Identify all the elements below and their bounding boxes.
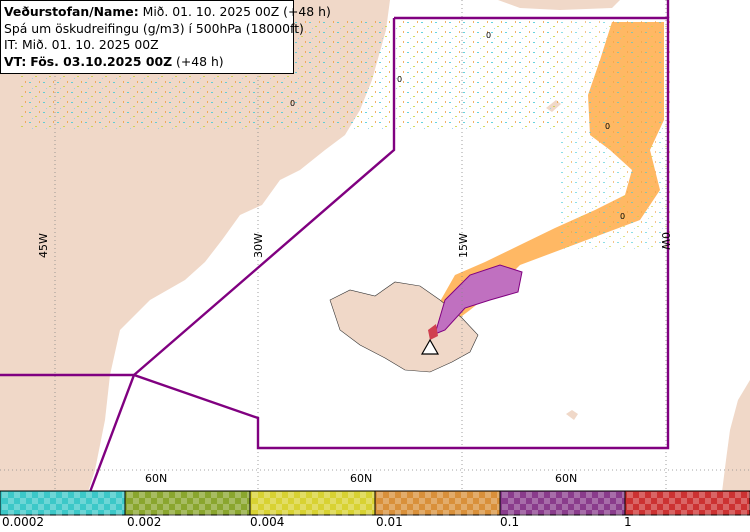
legend-swatch bbox=[0, 490, 128, 516]
name-value: Mið. 01. 10. 2025 00Z (+48 h) bbox=[142, 4, 331, 19]
ash-speckle-plume bbox=[560, 20, 670, 250]
iceland-landmass bbox=[329, 281, 479, 373]
info-panel: Veðurstofan/Name: Mið. 01. 10. 2025 00Z … bbox=[0, 0, 331, 74]
contour-label: 0 bbox=[486, 31, 491, 40]
legend-threshold-label: 0.002 bbox=[127, 515, 162, 529]
lat-label-60n-1: 60N bbox=[145, 472, 167, 485]
norway-coast bbox=[722, 380, 750, 492]
lon-label-45w: 45W bbox=[37, 233, 50, 258]
contour-label: 0 bbox=[620, 212, 625, 221]
legend-swatch bbox=[374, 490, 503, 516]
ash-plume-high bbox=[428, 324, 438, 340]
legend-swatch bbox=[249, 490, 378, 516]
contour-label: 0 bbox=[397, 75, 402, 84]
legend-threshold-label: 0.004 bbox=[250, 515, 285, 529]
lat-label-60n-2: 60N bbox=[350, 472, 372, 485]
volcano-triangle-icon bbox=[420, 338, 440, 355]
legend-swatch bbox=[499, 490, 628, 516]
contour-label: 0 bbox=[605, 122, 610, 131]
ash-plume-mid bbox=[434, 264, 523, 335]
vt-value: Fös. 03.10.2025 00Z bbox=[30, 53, 173, 69]
product-line: Spá um öskudreifingu (g/m3) í 500hPa (18… bbox=[4, 20, 304, 36]
vt-suffix: (+48 h) bbox=[176, 53, 224, 69]
arctic-island bbox=[498, 0, 620, 10]
name-label: Veðurstofan/Name: bbox=[4, 4, 139, 19]
lon-label-15w: 15W bbox=[457, 233, 470, 258]
issue-time: IT: Mið. 01. 10. 2025 00Z bbox=[4, 37, 159, 52]
legend-swatch bbox=[624, 490, 750, 516]
legend-threshold-label: 0.0002 bbox=[2, 515, 44, 529]
contour-label: 0 bbox=[290, 99, 295, 108]
graticule bbox=[0, 0, 750, 490]
lat-label-60n-3: 60N bbox=[555, 472, 577, 485]
lon-label-30w: 30W bbox=[252, 233, 265, 258]
legend-threshold-label: 0.1 bbox=[500, 515, 520, 529]
vt-label: VT: bbox=[4, 53, 27, 69]
lon-label-0w: 0W bbox=[659, 232, 672, 250]
legend-threshold-label: 1 bbox=[624, 515, 632, 529]
legend-colorbar bbox=[0, 490, 750, 516]
legend-swatch bbox=[124, 490, 253, 516]
legend-threshold-label: 0.01 bbox=[376, 515, 403, 529]
fir-boundary bbox=[0, 0, 670, 493]
faroe-islands bbox=[566, 410, 578, 420]
